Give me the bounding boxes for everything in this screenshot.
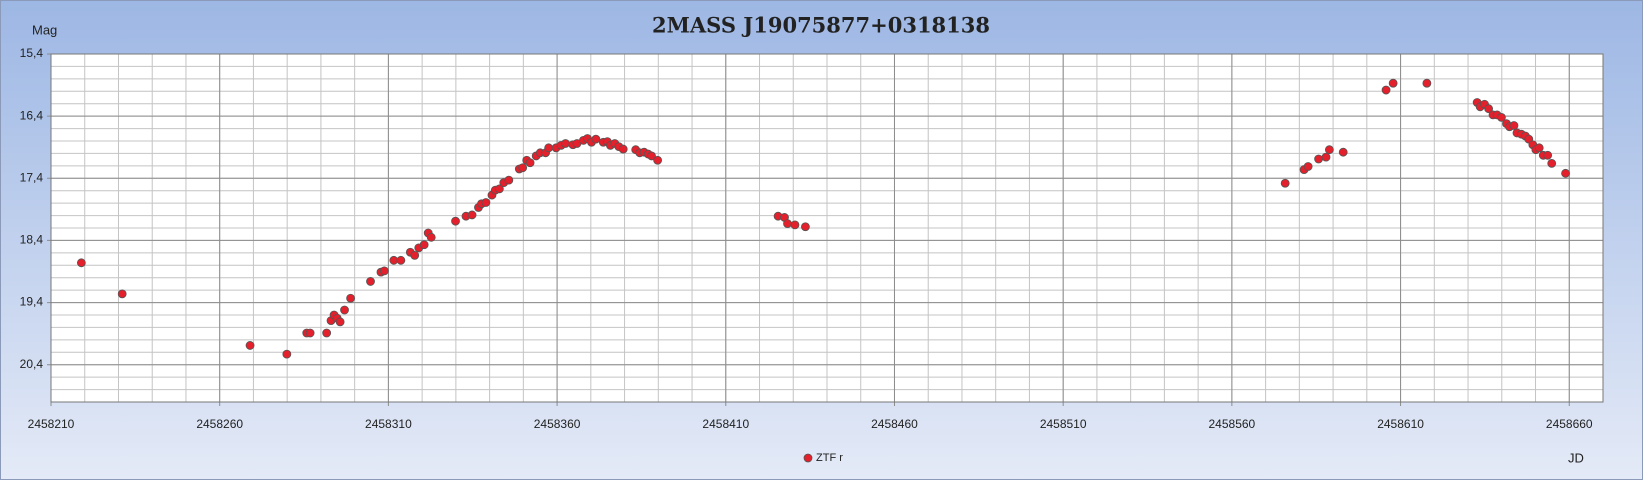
- data-point: [419, 240, 429, 250]
- data-point: [1314, 154, 1323, 164]
- x-tick-label: 2458310: [365, 417, 412, 431]
- y-tick-label: 19,4: [20, 295, 44, 309]
- data-point: [305, 328, 315, 338]
- x-tick-label: 2458360: [534, 417, 581, 431]
- data-point: [591, 134, 601, 144]
- x-tick-label: 2458210: [28, 417, 75, 431]
- data-point: [396, 255, 406, 265]
- data-point: [1324, 145, 1334, 155]
- data-point: [467, 210, 477, 220]
- x-axis-label: JD: [1568, 450, 1584, 465]
- data-point: [561, 139, 570, 148]
- y-tick-label: 15,4: [20, 46, 44, 60]
- x-tick-label: 2458410: [702, 417, 749, 431]
- x-tick-label: 2458560: [1209, 417, 1256, 431]
- x-tick-label: 2458260: [196, 417, 243, 431]
- data-point: [282, 349, 292, 359]
- plot-border: [50, 53, 1604, 403]
- data-point: [245, 341, 255, 350]
- data-point: [518, 163, 528, 173]
- data-point: [481, 198, 491, 207]
- x-tick-label: 2458660: [1546, 417, 1593, 431]
- y-tick-label: 17,4: [20, 170, 44, 184]
- data-point: [1381, 85, 1391, 95]
- data-point: [1547, 158, 1557, 168]
- data-point: [1484, 104, 1494, 114]
- y-tick-label: 18,4: [20, 233, 44, 247]
- data-point: [1338, 147, 1348, 157]
- data-point: [494, 184, 504, 194]
- x-tick-label: 2458610: [1377, 417, 1424, 431]
- data-point: [1509, 121, 1519, 130]
- data-point: [1561, 168, 1570, 178]
- data-point: [504, 175, 514, 185]
- data-point: [1534, 143, 1544, 153]
- data-point: [426, 232, 436, 242]
- data-point: [525, 158, 535, 168]
- data-point: [1303, 162, 1313, 171]
- data-point: [340, 305, 349, 315]
- data-point: [1543, 150, 1553, 160]
- data-point: [1497, 112, 1506, 122]
- y-tick-label: 20,4: [20, 357, 44, 371]
- y-axis-label: Mag: [32, 22, 57, 37]
- data-point: [322, 328, 332, 338]
- data-point: [653, 155, 663, 165]
- data-point: [1321, 152, 1331, 162]
- data-point: [783, 219, 792, 229]
- data-point: [366, 277, 375, 286]
- legend-marker: [803, 453, 813, 463]
- x-tick-label: 2458460: [871, 417, 918, 431]
- data-point: [451, 216, 460, 226]
- y-tick-label: 16,4: [20, 108, 44, 122]
- data-point: [335, 317, 345, 327]
- chart-title: 2MASS J19075877+0318138: [652, 13, 990, 38]
- data-point: [1422, 78, 1432, 88]
- data-point: [801, 222, 810, 232]
- data-point: [379, 266, 389, 276]
- x-tick-label: 2458510: [1040, 417, 1087, 431]
- data-point: [76, 258, 86, 268]
- data-point: [1280, 178, 1290, 188]
- data-point: [410, 250, 420, 260]
- data-point: [117, 289, 127, 299]
- data-point: [544, 143, 554, 153]
- data-point: [618, 144, 628, 154]
- data-point: [346, 293, 356, 303]
- data-point: [1388, 78, 1398, 88]
- data-point: [647, 151, 656, 161]
- data-point: [790, 220, 800, 230]
- legend-label: ZTF r: [816, 452, 843, 464]
